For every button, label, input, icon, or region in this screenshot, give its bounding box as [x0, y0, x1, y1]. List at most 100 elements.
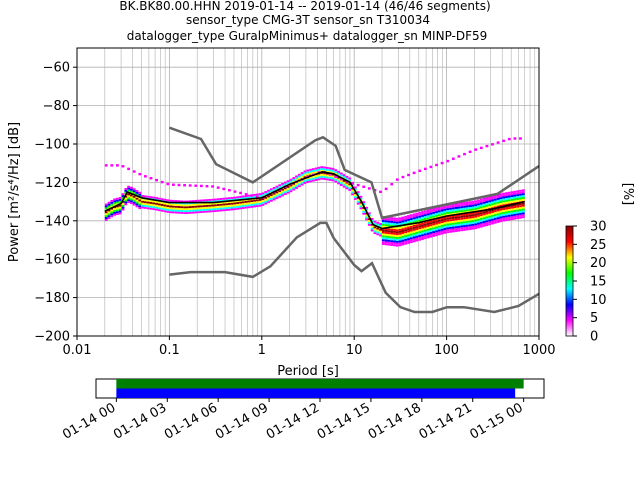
- heatmap-cell: [407, 230, 410, 233]
- heatmap-cell: [113, 204, 117, 207]
- heatmap-cell: [502, 198, 506, 201]
- heatmap-cell: [278, 195, 282, 198]
- heatmap-cell: [157, 205, 161, 208]
- heatmap-cell: [457, 210, 461, 213]
- heatmap-cell: [460, 204, 464, 207]
- heatmap-cell: [513, 211, 517, 214]
- heatmap-cell: [435, 232, 438, 235]
- heatmap-cell-outlier: [160, 180, 164, 184]
- heatmap-cell: [519, 214, 522, 217]
- heatmap-cell: [493, 210, 497, 213]
- heatmap-cell: [219, 199, 223, 202]
- heatmap-cell-outlier: [334, 175, 338, 178]
- heatmap-cell: [219, 198, 223, 200]
- heatmap-cell: [113, 202, 117, 205]
- heatmap-cell: [281, 192, 284, 195]
- heatmap-cell: [482, 222, 486, 225]
- heatmap-cell: [188, 211, 192, 214]
- heatmap-cell: [339, 174, 343, 177]
- heatmap-cell: [267, 191, 270, 194]
- heatmap-cell: [454, 207, 458, 209]
- heatmap-cell: [409, 227, 413, 230]
- heatmap-cell: [230, 198, 234, 201]
- colorbar-tick-label: 0: [590, 330, 598, 345]
- heatmap-cell: [127, 185, 131, 188]
- heatmap-cell: [253, 195, 256, 198]
- heatmap-cell: [348, 188, 352, 191]
- heatmap-cell: [437, 208, 441, 211]
- heatmap-cell: [507, 199, 511, 202]
- heatmap-cell: [132, 192, 136, 194]
- heatmap-cell: [353, 192, 357, 195]
- heatmap-cell: [415, 212, 419, 215]
- heatmap-cell: [107, 205, 111, 208]
- heatmap-cell-outlier: [412, 171, 416, 175]
- heatmap-cell: [180, 210, 184, 212]
- heatmap-cell: [404, 242, 408, 245]
- heatmap-cell: [320, 173, 324, 176]
- heatmap-cell: [519, 205, 522, 208]
- heatmap-cell: [281, 182, 284, 185]
- heatmap-cell: [516, 215, 520, 218]
- heatmap-cell: [437, 233, 441, 236]
- heatmap-cell: [519, 210, 522, 213]
- heatmap-cell: [395, 235, 399, 238]
- heatmap-cell: [185, 208, 189, 211]
- heatmap-cell: [477, 224, 480, 227]
- heatmap-cell: [519, 199, 522, 202]
- heatmap-cell: [311, 171, 315, 174]
- heatmap-cell: [213, 210, 217, 212]
- heatmap-cell: [353, 196, 357, 199]
- heatmap-cell: [482, 199, 486, 202]
- heatmap-cell: [365, 212, 368, 215]
- heatmap-cell: [440, 219, 444, 222]
- heatmap-cell: [457, 206, 461, 209]
- heatmap-cell: [230, 208, 234, 211]
- heatmap-cell: [502, 211, 506, 214]
- heatmap-cell: [356, 196, 360, 199]
- heatmap-cell: [160, 202, 164, 204]
- heatmap-cell: [435, 214, 438, 217]
- heatmap-cell: [491, 203, 494, 206]
- heatmap-cell: [454, 208, 458, 211]
- heatmap-cell: [451, 209, 455, 212]
- heatmap-cell: [197, 207, 200, 210]
- heatmap-cell: [121, 208, 125, 211]
- heatmap-cell: [247, 200, 251, 203]
- heatmap-cell: [289, 184, 293, 187]
- heatmap-cell: [384, 241, 388, 244]
- colorbar-gradient: [565, 225, 574, 337]
- heatmap-cell: [404, 235, 408, 237]
- heatmap-cell: [415, 231, 419, 234]
- heatmap-cell: [409, 218, 413, 221]
- heatmap-cell: [393, 244, 396, 247]
- heatmap-cell: [505, 201, 508, 204]
- heatmap-cell: [267, 199, 270, 202]
- heatmap-cell: [429, 235, 433, 238]
- heatmap-cell: [362, 208, 366, 211]
- heatmap-cell: [362, 212, 366, 215]
- heatmap-cell-outlier: [513, 137, 517, 140]
- heatmap-cell: [491, 212, 494, 215]
- heatmap-cell: [124, 189, 128, 192]
- heatmap-cell: [412, 213, 416, 216]
- heatmap-cell: [185, 212, 189, 214]
- heatmap-cell: [247, 206, 251, 209]
- heatmap-cell: [387, 228, 391, 231]
- heatmap-cell: [337, 182, 340, 185]
- heatmap-cell: [485, 218, 489, 221]
- heatmap-cell: [236, 205, 240, 208]
- heatmap-cell: [342, 183, 346, 186]
- heatmap-cell: [491, 222, 494, 225]
- heatmap-cell: [205, 208, 209, 211]
- heatmap-cell: [351, 193, 354, 196]
- heatmap-cell: [309, 172, 312, 175]
- heatmap-cell: [275, 193, 279, 196]
- x-tick-label: 0.1: [159, 343, 180, 358]
- heatmap-cell: [264, 196, 268, 199]
- heatmap-cell: [283, 187, 287, 190]
- heatmap-cell: [348, 177, 352, 180]
- heatmap-cell: [513, 190, 517, 193]
- heatmap-cell: [451, 211, 455, 214]
- heatmap-cell: [491, 201, 494, 204]
